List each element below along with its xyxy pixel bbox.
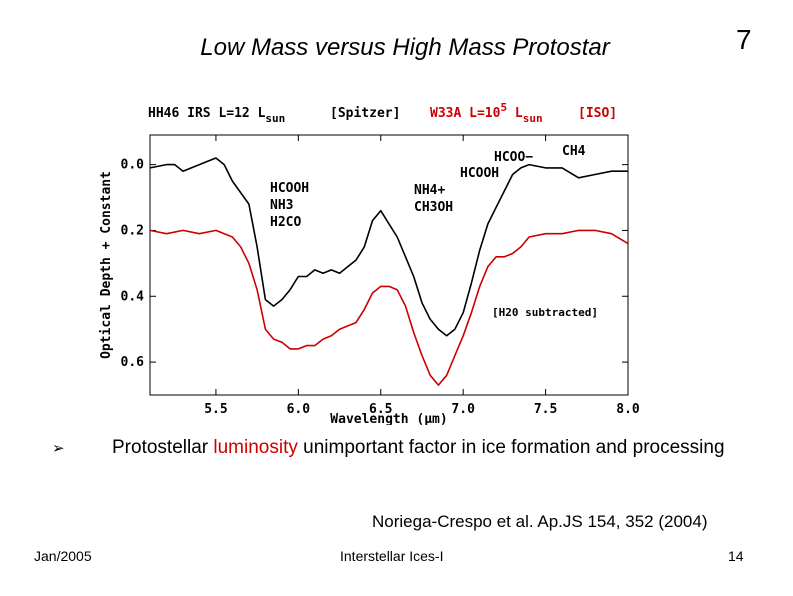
slide-number: 7 xyxy=(736,24,752,55)
y-tick-label: 0.0 xyxy=(121,158,145,173)
highlight-luminosity: luminosity xyxy=(213,437,298,458)
arrow-bullet-icon: ➢ xyxy=(52,440,65,457)
citation: Noriega-Crespo et al. Ap.JS 154, 352 (20… xyxy=(372,512,708,531)
x-tick-label: 7.0 xyxy=(451,402,475,417)
x-tick-label: 8.0 xyxy=(616,402,640,417)
y-tick-label: 0.2 xyxy=(121,223,144,238)
legend-red-label: W33A L=105 Lsun xyxy=(430,101,543,125)
legend-black-label: HH46 IRS L=12 Lsun xyxy=(148,106,285,125)
x-axis-label: Wavelength (μm) xyxy=(330,412,447,425)
annotation-hcooh-top: HCOOH xyxy=(460,166,499,181)
chart-legend: HH46 IRS L=12 Lsun [Spitzer] W33A L=105 … xyxy=(148,101,617,125)
y-tick-label: 0.4 xyxy=(121,289,145,304)
plot-frame xyxy=(149,134,629,396)
x-tick-label: 7.5 xyxy=(534,402,557,417)
legend-red-tag: [ISO] xyxy=(578,106,617,121)
legend-black-tag: [Spitzer] xyxy=(330,106,400,121)
bullet-text: Protostellar luminosity unimportant fact… xyxy=(112,437,725,458)
annotation-ch3oh: CH3OH xyxy=(414,200,453,215)
annotation-h2co: H2CO xyxy=(270,215,301,230)
annotation-ch4: CH4 xyxy=(562,144,586,159)
series-line-hh46-irs xyxy=(149,157,628,337)
annotation-nh4: NH4+ xyxy=(414,183,445,198)
footer-date: Jan/2005 xyxy=(34,548,92,564)
x-tick-label: 6.5 xyxy=(369,402,392,417)
y-axis-label: Optical Depth + Constant xyxy=(99,171,114,359)
annotation-hcooh: HCOOH xyxy=(270,181,309,196)
series-line-w33a xyxy=(149,229,629,386)
x-tick-label: 5.5 xyxy=(204,402,227,417)
x-tick-label: 6.0 xyxy=(287,402,311,417)
spectrum-chart: HH46 IRS L=12 Lsun [Spitzer] W33A L=105 … xyxy=(99,101,640,425)
slide-title: Low Mass versus High Mass Protostar xyxy=(200,34,610,61)
annotation-hcoo: HCOO− xyxy=(494,150,533,165)
footer-topic: Interstellar Ices-I xyxy=(340,548,444,564)
annotation-nh3: NH3 xyxy=(270,198,293,213)
footer-page: 14 xyxy=(728,548,744,564)
y-tick-label: 0.6 xyxy=(121,355,145,370)
annotation-h2o-subtracted: [H20 subtracted] xyxy=(492,306,598,319)
